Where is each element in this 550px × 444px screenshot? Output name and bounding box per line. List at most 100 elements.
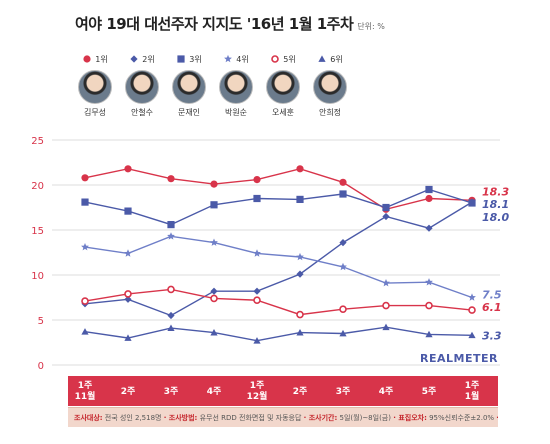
candidate-avatar [266,70,300,104]
x-tick-label: 1주 11월 [75,380,96,402]
candidate-avatar [313,70,347,104]
legend-rank-label: 3위 [189,54,202,64]
series-line [84,326,473,342]
data-point [124,165,132,173]
data-point [210,287,218,295]
x-tick-label: 2주 [293,386,308,397]
data-point [425,278,433,286]
y-tick-label: 5 [38,316,44,327]
x-tick-label: 3주 [164,386,179,397]
legend-entry: 6위 안희정 [305,52,355,118]
legend-rank: 3위 [164,52,214,66]
legend-marker [130,55,138,63]
candidate-avatar [172,70,206,104]
legend-marker [224,54,233,63]
data-point [425,185,433,194]
data-point [468,293,476,301]
data-point [167,285,175,294]
data-point [382,212,390,221]
data-point [296,329,304,336]
end-value-label: 3.3 [482,329,502,342]
data-point [167,175,175,183]
end-value-label: 6.1 [482,301,502,314]
y-tick-label: 10 [31,271,44,282]
legend-name: 김무성 [83,108,107,117]
data-point [167,232,175,240]
data-point [296,195,304,203]
data-point [425,330,433,338]
legend-marker-icon [224,54,233,63]
data-point [124,207,132,215]
legend-name: 안희정 [318,108,342,117]
data-point [296,310,304,319]
data-point [339,262,347,271]
legend-name: 안철수 [130,108,154,117]
data-point [210,201,218,209]
legend-rank-label: 2위 [142,54,155,64]
legend-marker-icon [318,55,326,62]
legend-name: 박원순 [224,108,248,117]
legend-marker-icon [271,55,280,63]
legend-name: 오세훈 [271,108,295,117]
legend-rank: 5위 [258,52,308,66]
data-point [339,190,347,198]
data-point [296,252,304,261]
data-point [81,297,89,305]
y-tick-label: 25 [31,136,44,147]
data-point [81,243,89,251]
series-line [84,288,473,316]
candidate-avatar [78,70,112,104]
series-line [84,235,473,299]
title-text: 여야 19대 대선주자 지지도 '16년 1월 1주차 [75,15,354,33]
x-tick-label: 1주 12월 [247,380,268,402]
x-tick-label: 2주 [121,386,136,397]
data-point [167,311,175,320]
data-point [382,279,390,287]
data-point [253,337,261,344]
y-tick-label: 15 [31,226,44,237]
data-point [425,301,433,310]
data-point [124,290,132,298]
legend-marker-icon [83,55,91,63]
data-point [81,328,89,335]
x-axis-band [68,376,498,406]
footer-item: · 조사기관: 리얼미터 [496,414,498,422]
legend-marker [318,55,326,62]
data-point [339,305,347,314]
legend-name: 문재인 [177,108,201,117]
legend-marker-icon [130,55,138,63]
x-tick-label: 4주 [207,386,222,397]
legend-rank-label: 1위 [95,54,108,64]
data-point [339,239,347,247]
data-point [81,198,89,206]
y-tick-label: 0 [38,361,44,372]
legend-rank-label: 4위 [236,54,249,64]
footer-item: · 조사기간: 5일(월)~8일(금) [303,414,394,422]
data-point [382,203,390,212]
data-point [167,324,175,331]
data-point [382,301,390,310]
data-point [296,270,304,278]
data-point [253,194,261,203]
data-point [210,238,218,246]
end-value-label: 18.1 [482,198,509,211]
legend-marker [177,55,185,63]
data-point [81,174,89,182]
legend-rank: 4위 [211,52,261,66]
candidate-avatar [125,70,159,104]
watermark-label: REALMETER [420,352,498,365]
data-point [253,296,261,305]
data-point [468,306,476,314]
series-line [84,188,473,226]
footer-item: · 표집오차: 95%신뢰수준±2.0% [393,414,497,422]
x-tick-label: 5주 [422,386,437,397]
data-point [253,249,261,257]
data-point [210,294,218,303]
x-tick-label: 1주 1월 [465,380,480,402]
data-point [468,331,476,339]
data-point [382,323,390,331]
